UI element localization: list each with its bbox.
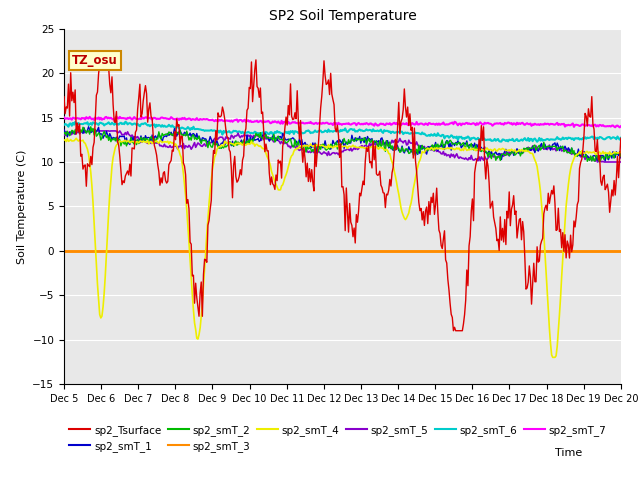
sp2_smT_7 — [60, 114, 68, 120]
sp2_smT_1 — [393, 142, 401, 147]
Line: sp2_smT_4: sp2_smT_4 — [64, 138, 621, 357]
sp2_smT_7 — [616, 124, 623, 130]
sp2_smT_5 — [78, 128, 86, 134]
sp2_smT_6 — [60, 122, 68, 128]
sp2_smT_7 — [113, 114, 120, 120]
sp2_smT_6 — [533, 139, 541, 144]
sp2_smT_4 — [60, 137, 68, 143]
sp2_smT_4 — [393, 179, 401, 185]
Text: TZ_osu: TZ_osu — [72, 54, 118, 67]
sp2_smT_1 — [362, 139, 370, 145]
sp2_Tsurface — [60, 94, 68, 100]
sp2_smT_2 — [596, 159, 604, 165]
sp2_smT_6 — [617, 135, 625, 141]
sp2_smT_6 — [329, 129, 337, 135]
sp2_smT_1 — [602, 158, 609, 164]
sp2_smT_4 — [606, 149, 614, 155]
sp2_smT_6 — [122, 119, 129, 125]
sp2_smT_4 — [518, 147, 525, 153]
Line: sp2_smT_7: sp2_smT_7 — [64, 117, 621, 127]
sp2_Tsurface — [329, 96, 337, 102]
sp2_smT_5 — [617, 159, 625, 165]
sp2_smT_5 — [518, 148, 525, 154]
sp2_smT_2 — [87, 124, 95, 130]
sp2_smT_2 — [362, 142, 370, 147]
sp2_smT_3 — [604, 248, 611, 253]
sp2_smT_6 — [362, 126, 370, 132]
Line: sp2_Tsurface: sp2_Tsurface — [64, 60, 621, 331]
sp2_smT_1 — [518, 150, 525, 156]
sp2_smT_2 — [60, 131, 68, 136]
Legend: sp2_Tsurface, sp2_smT_1, sp2_smT_2, sp2_smT_3, sp2_smT_4, sp2_smT_5, sp2_smT_6, : sp2_Tsurface, sp2_smT_1, sp2_smT_2, sp2_… — [69, 425, 607, 452]
sp2_smT_6 — [393, 129, 401, 135]
sp2_smT_1 — [329, 138, 337, 144]
sp2_Tsurface — [393, 147, 401, 153]
sp2_smT_5 — [60, 132, 68, 138]
sp2_smT_1 — [326, 144, 333, 149]
sp2_smT_4 — [329, 145, 337, 151]
sp2_smT_5 — [329, 150, 337, 156]
Line: sp2_smT_5: sp2_smT_5 — [64, 131, 621, 162]
sp2_smT_3 — [516, 248, 524, 253]
Title: SP2 Soil Temperature: SP2 Soil Temperature — [269, 10, 416, 24]
sp2_smT_5 — [606, 159, 614, 165]
sp2_smT_1 — [617, 155, 625, 161]
sp2_smT_7 — [518, 120, 525, 126]
sp2_smT_3 — [328, 248, 335, 253]
sp2_smT_6 — [606, 134, 614, 140]
sp2_smT_7 — [617, 123, 625, 129]
sp2_smT_4 — [362, 144, 370, 150]
sp2_smT_7 — [329, 122, 337, 128]
sp2_smT_7 — [326, 121, 333, 127]
sp2_smT_3 — [617, 248, 625, 253]
Line: sp2_smT_6: sp2_smT_6 — [64, 122, 621, 142]
Y-axis label: Soil Temperature (C): Soil Temperature (C) — [17, 149, 27, 264]
sp2_smT_2 — [329, 144, 337, 149]
sp2_Tsurface — [617, 135, 625, 141]
sp2_smT_5 — [326, 152, 333, 158]
sp2_smT_1 — [75, 124, 83, 130]
sp2_smT_1 — [606, 153, 614, 159]
Text: Time: Time — [555, 448, 582, 458]
sp2_smT_4 — [72, 135, 80, 141]
sp2_Tsurface — [326, 92, 333, 97]
sp2_Tsurface — [449, 328, 457, 334]
sp2_smT_2 — [518, 150, 525, 156]
sp2_smT_3 — [392, 248, 399, 253]
Line: sp2_smT_2: sp2_smT_2 — [64, 127, 621, 162]
sp2_smT_6 — [326, 129, 333, 134]
sp2_smT_7 — [605, 123, 612, 129]
sp2_smT_5 — [593, 159, 601, 165]
sp2_smT_4 — [617, 149, 625, 155]
sp2_Tsurface — [362, 145, 370, 151]
sp2_smT_5 — [393, 138, 401, 144]
sp2_smT_3 — [324, 248, 332, 253]
sp2_smT_4 — [326, 144, 333, 150]
sp2_smT_7 — [362, 120, 370, 126]
sp2_smT_6 — [518, 137, 525, 143]
sp2_smT_1 — [60, 127, 68, 132]
sp2_Tsurface — [97, 57, 105, 63]
sp2_smT_2 — [617, 153, 625, 159]
sp2_smT_3 — [60, 248, 68, 253]
sp2_smT_2 — [606, 155, 614, 161]
sp2_Tsurface — [519, 219, 527, 225]
sp2_smT_5 — [362, 143, 370, 148]
sp2_smT_3 — [362, 248, 369, 253]
sp2_Tsurface — [606, 209, 614, 215]
Line: sp2_smT_1: sp2_smT_1 — [64, 127, 621, 161]
sp2_smT_4 — [549, 354, 557, 360]
sp2_smT_2 — [393, 145, 401, 151]
sp2_smT_7 — [393, 120, 401, 126]
sp2_smT_2 — [326, 146, 333, 152]
